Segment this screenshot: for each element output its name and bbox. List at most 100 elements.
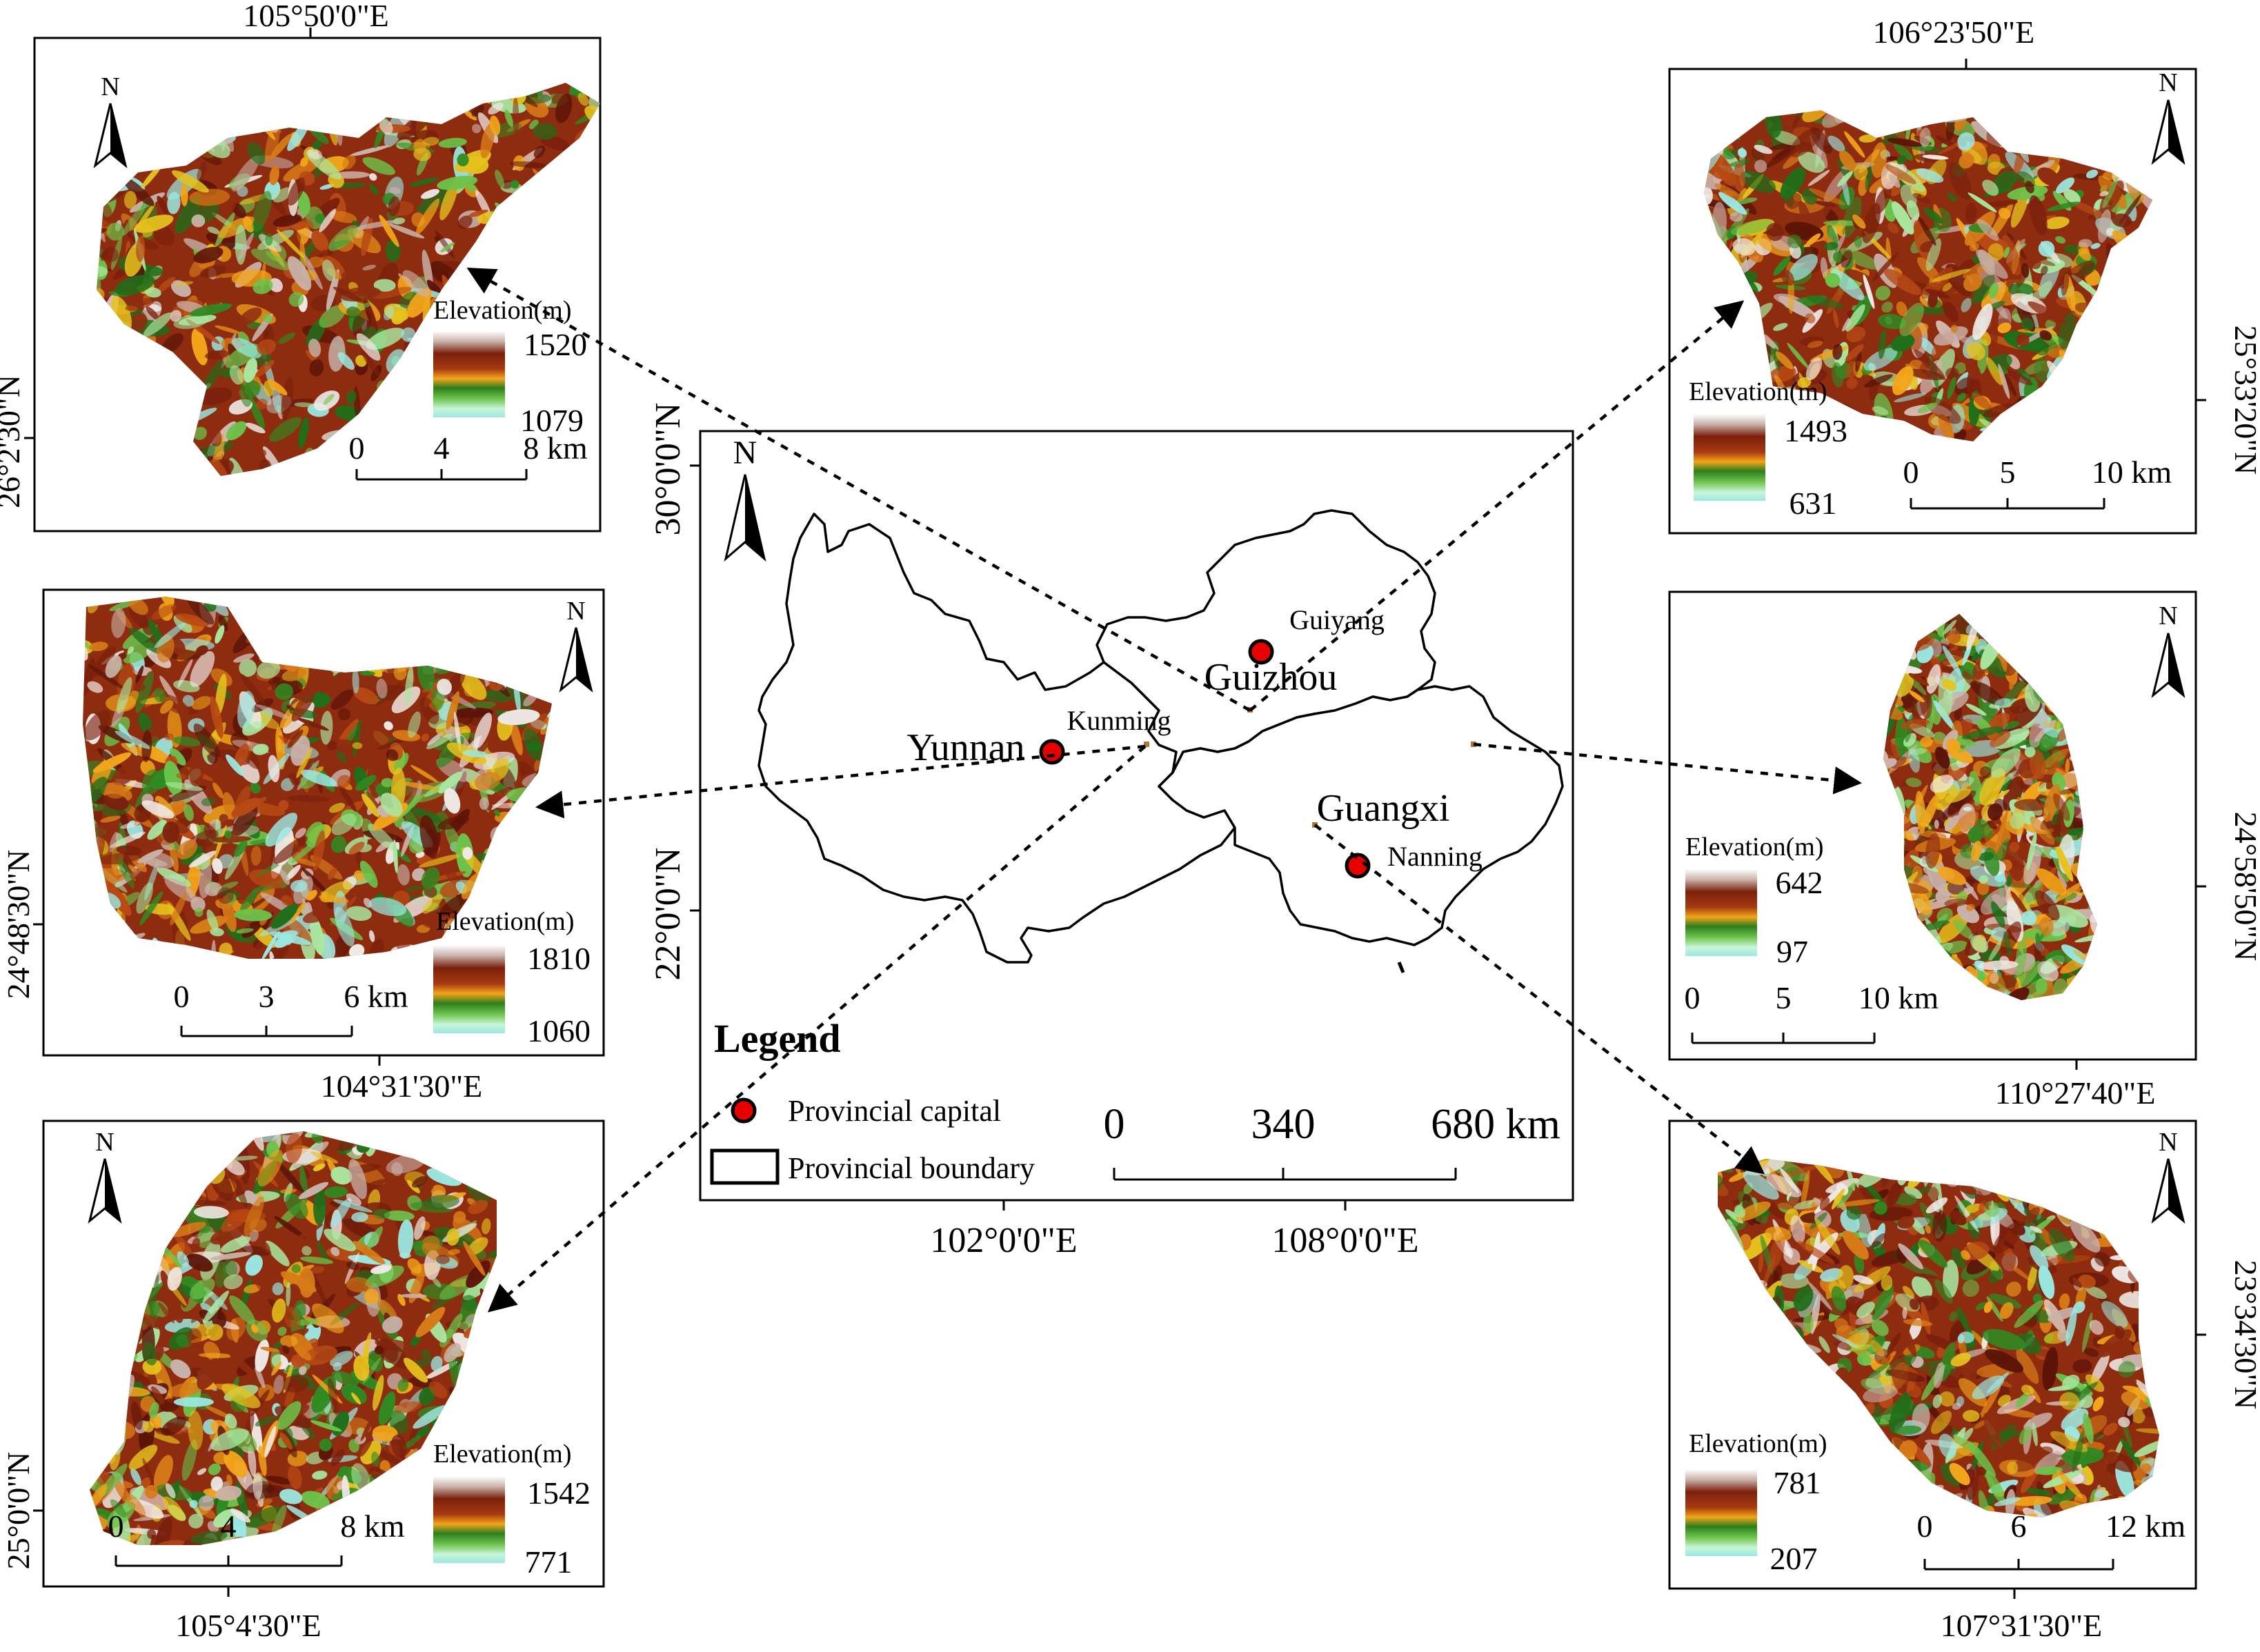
north-arrow-icon: N (2151, 1128, 2185, 1224)
capital-label-guiyang: Guiyang (1289, 604, 1385, 635)
leader-arrow-mid-right (1473, 742, 1863, 795)
elevation-min-label: 1060 (527, 1013, 591, 1048)
lon-label-108: 108°0'0"E (1271, 1221, 1418, 1260)
svg-text:0: 0 (1685, 980, 1701, 1015)
svg-text:6 km: 6 km (344, 979, 408, 1014)
inset-lon-label: 106°23'50"E (1873, 14, 2035, 50)
province-label-guangxi: Guangxi (1317, 787, 1450, 830)
svg-text:10 km: 10 km (1858, 980, 1939, 1015)
scale-bar: 0 5 10 km (1685, 980, 1939, 1044)
scale-bar: 0 4 8 km (108, 1509, 405, 1567)
elevation-color-ramp (1694, 414, 1765, 501)
svg-text:N: N (95, 1128, 114, 1157)
elevation-legend-title: Elevation(m) (1685, 833, 1823, 862)
svg-text:4: 4 (434, 430, 450, 466)
inset-lon-label: 105°50'0"E (243, 0, 389, 33)
lat-label-22: 22°0'0"N (648, 848, 688, 981)
province-guangxi (1158, 685, 1564, 946)
elevation-legend-title: Elevation(m) (1689, 377, 1827, 406)
elevation-color-ramp (1685, 869, 1757, 956)
province-label-yunnan: Yunnan (906, 726, 1024, 769)
elevation-color-ramp (433, 945, 505, 1033)
svg-text:N: N (566, 597, 585, 626)
inset-mid-left: 104°31'30"E 24°48'30"N N Elevation(m) 18… (1, 588, 605, 1104)
svg-text:N: N (2159, 68, 2177, 97)
elevation-min-label: 631 (1790, 486, 1837, 521)
leader-arrow-top-left (466, 268, 1251, 712)
elevation-legend-title: Elevation(m) (436, 907, 574, 936)
legend-boundary-symbol (710, 1148, 780, 1185)
inset-lat-label: 24°48'30"N (1, 850, 36, 999)
svg-text:5: 5 (2000, 455, 2016, 490)
elevation-color-ramp (433, 331, 505, 417)
leader-arrows (466, 268, 1863, 1313)
leader-arrow-bottom-left (487, 745, 1147, 1313)
elevation-color-ramp (1685, 1469, 1757, 1556)
inset-lat-label: 25°33'20"N (2228, 326, 2260, 475)
elevation-legend-title: Elevation(m) (433, 1440, 571, 1469)
inset-lon-label: 107°31'30"E (1941, 1608, 2103, 1643)
svg-text:8 km: 8 km (523, 430, 588, 466)
leader-arrow-top-right (1249, 300, 1745, 712)
svg-text:N: N (101, 72, 119, 101)
elevation-max-label: 1542 (527, 1475, 591, 1511)
leader-arrow-mid-left (535, 744, 1146, 819)
inset-lon-label: 104°31'30"E (321, 1068, 483, 1104)
inset-lat-label: 26°2'30"N (0, 375, 26, 508)
lon-label-102: 102°0'0"E (930, 1221, 1077, 1260)
elevation-max-label: 1493 (1784, 413, 1847, 448)
inset-top-right: 106°23'50"E 25°33'20"N N Elevation(m) 14… (1668, 14, 2260, 535)
elevation-max-label: 1810 (527, 941, 591, 976)
elevation-max-label: 781 (1774, 1465, 1821, 1500)
leader-arrow-bottom-right (1314, 824, 1765, 1175)
inset-lon-label: 105°4'30"E (175, 1608, 321, 1643)
legend-capital-symbol (731, 1097, 757, 1124)
north-arrow-icon: N (724, 435, 766, 562)
legend-capital-label: Provincial capital (788, 1094, 1001, 1128)
scale-bar: 0 6 12 km (1917, 1509, 2185, 1571)
elevation-color-ramp (433, 1476, 505, 1563)
north-arrow-icon: N (93, 72, 128, 169)
inset-top-left: 105°50'0"E 26°2'30"N N Elevation(m) 1520… (0, 0, 602, 533)
elevation-min-label: 771 (525, 1544, 573, 1580)
inset-lat-label: 23°34'30"N (2228, 1260, 2260, 1410)
svg-text:0: 0 (349, 430, 365, 466)
overview-map: 102°0'0"E 108°0'0"E 30°0'0"N 22°0'0"N N … (648, 403, 1574, 1260)
inset-mid-right: 110°27'40"E 24°58'50"N N Elevation(m) 64… (1668, 590, 2260, 1111)
legend-title: Legend (714, 1016, 841, 1061)
north-arrow-icon: N (2151, 68, 2185, 166)
svg-text:10 km: 10 km (2092, 455, 2172, 490)
elevation-max-label: 642 (1776, 865, 1823, 900)
inset-lon-label: 110°27'40"E (1995, 1075, 2156, 1111)
svg-text:N: N (2159, 601, 2177, 630)
north-arrow-icon: N (2151, 601, 2185, 699)
svg-text:5: 5 (1776, 980, 1792, 1015)
elevation-min-label: 207 (1770, 1541, 1818, 1576)
elevation-max-label: 1520 (524, 327, 587, 362)
capital-label-nanning: Nanning (1387, 841, 1483, 872)
capital-marker-guiyang (1248, 639, 1274, 665)
study-site-mark (1144, 742, 1149, 747)
inset-bottom-left: 105°4'30"E 25°0'0"N N Elevation(m) 1542 … (1, 1119, 605, 1643)
north-arrow-icon: N (88, 1128, 122, 1224)
elevation-legend-title: Elevation(m) (1689, 1429, 1827, 1458)
capital-label-kunming: Kunming (1067, 705, 1171, 736)
province-yunnan (757, 512, 1236, 964)
scale-bar: 0 3 6 km (174, 979, 408, 1037)
svg-text:0: 0 (108, 1509, 124, 1544)
inset-lat-label: 25°0'0"N (1, 1452, 36, 1570)
scale-bar: 0 4 8 km (349, 430, 588, 481)
elevation-min-label: 1079 (520, 403, 584, 438)
legend-boundary-label: Provincial boundary (788, 1151, 1035, 1185)
scale-bar: 0 5 10 km (1903, 455, 2172, 510)
elevation-legend-title: Elevation(m) (433, 296, 571, 325)
svg-text:4: 4 (221, 1509, 237, 1544)
svg-text:3: 3 (259, 979, 275, 1014)
north-arrow-icon: N (559, 597, 593, 693)
lat-label-30: 30°0'0"N (648, 403, 688, 536)
province-label-guizhou: Guizhou (1205, 656, 1338, 699)
svg-text:0: 0 (1903, 455, 1919, 490)
elevation-min-label: 97 (1776, 934, 1808, 969)
